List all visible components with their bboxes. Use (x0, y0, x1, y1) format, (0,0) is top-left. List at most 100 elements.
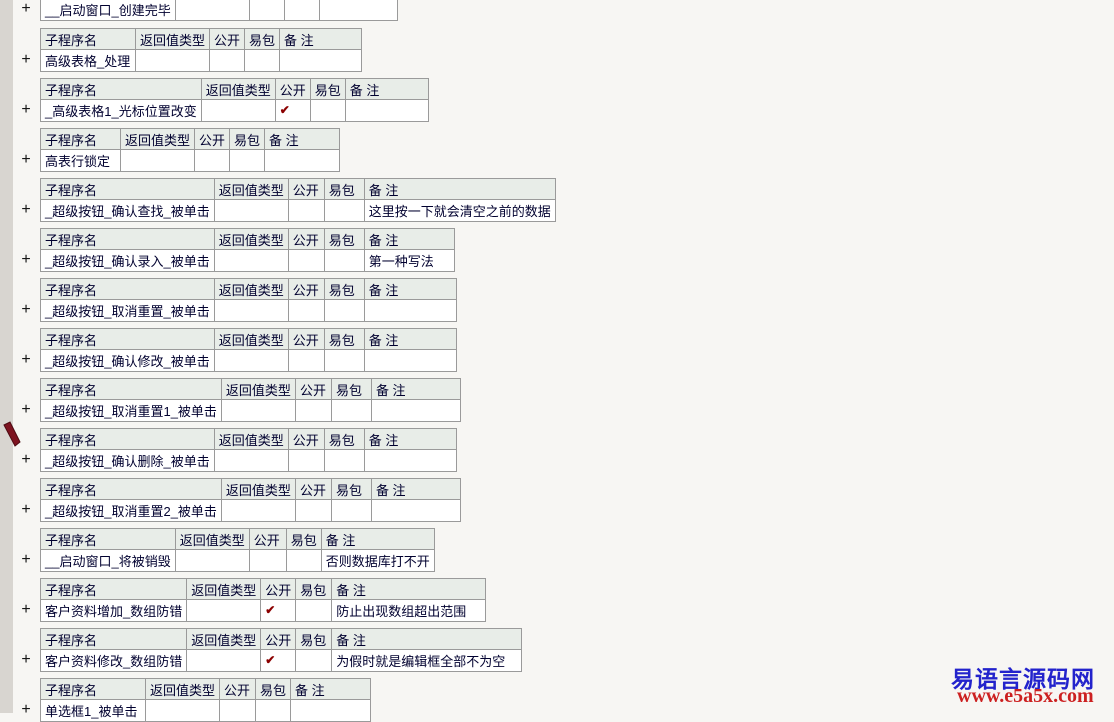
public-flag-cell[interactable] (248, 549, 287, 572)
expand-button[interactable]: + (21, 701, 31, 718)
easy-pkg-cell[interactable] (330, 399, 372, 422)
easy-pkg-cell[interactable] (323, 249, 365, 272)
expand-button[interactable]: + (21, 301, 31, 318)
expand-button[interactable]: + (21, 101, 31, 118)
subroutine-row[interactable]: 单选框1_被单击 (40, 699, 372, 722)
subroutine-row[interactable]: __启动窗口_创建完毕 (40, 0, 398, 21)
easy-pkg-cell[interactable] (323, 449, 365, 472)
expand-button[interactable]: + (21, 551, 31, 568)
remark-cell[interactable] (363, 349, 457, 372)
remark-cell[interactable]: 第一种写法 (363, 249, 455, 272)
expand-button[interactable]: + (21, 651, 31, 668)
public-flag-cell[interactable] (209, 49, 246, 72)
return-type-cell[interactable] (134, 49, 211, 72)
remark-cell[interactable] (363, 449, 457, 472)
subroutine-name-cell[interactable]: 高级表格_处理 (40, 49, 136, 72)
public-flag-cell[interactable] (287, 349, 325, 372)
return-type-cell[interactable] (186, 649, 262, 672)
easy-pkg-cell[interactable] (285, 549, 322, 572)
remark-cell[interactable] (370, 399, 461, 422)
expand-button[interactable]: + (21, 351, 31, 368)
return-type-cell[interactable] (200, 99, 276, 122)
easy-pkg-cell[interactable] (229, 149, 266, 172)
return-type-cell[interactable] (220, 499, 296, 522)
return-type-cell[interactable] (144, 699, 221, 722)
easy-pkg-cell[interactable] (323, 299, 365, 322)
subroutine-name-cell[interactable]: _超级按钮_取消重置2_被单击 (40, 499, 222, 522)
subroutine-row[interactable]: 高级表格_处理 (40, 49, 363, 72)
easy-pkg-cell[interactable] (295, 599, 333, 622)
subroutine-name-cell[interactable]: __启动窗口_创建完毕 (40, 0, 176, 21)
subroutine-row[interactable]: _高级表格1_光标位置改变 ✔ (40, 99, 429, 122)
subroutine-row[interactable]: 客户资料修改_数组防错 ✔ 为假时就是编辑框全部不为空 (39, 649, 523, 672)
subroutine-row[interactable]: _超级按钮_确认录入_被单击 第一种写法 (40, 249, 455, 272)
subroutine-row[interactable]: _超级按钮_取消重置1_被单击 (40, 399, 461, 422)
public-flag-cell[interactable]: ✔ (260, 599, 297, 622)
subroutine-row[interactable]: _超级按钮_确认删除_被单击 (40, 449, 457, 472)
public-flag-cell[interactable] (248, 0, 285, 21)
remark-cell[interactable] (370, 499, 461, 522)
easy-pkg-cell[interactable] (323, 199, 365, 222)
remark-cell[interactable] (318, 0, 398, 21)
subroutine-name-cell[interactable]: _超级按钮_确认修改_被单击 (40, 349, 215, 372)
subroutine-name-cell[interactable]: 客户资料修改_数组防错 (39, 649, 188, 672)
subroutine-row[interactable]: __启动窗口_将被销毁 否则数据库打不开 (40, 549, 435, 572)
expand-button[interactable]: + (21, 51, 31, 68)
return-type-cell[interactable] (213, 449, 289, 472)
public-flag-cell[interactable] (287, 449, 325, 472)
public-flag-cell[interactable] (287, 199, 325, 222)
subroutine-name-cell[interactable]: _超级按钮_取消重置1_被单击 (40, 399, 222, 422)
easy-pkg-cell[interactable] (244, 49, 281, 72)
return-type-cell[interactable] (220, 399, 296, 422)
expand-button[interactable]: + (21, 451, 31, 468)
expand-button[interactable]: + (21, 601, 31, 618)
public-flag-cell[interactable] (287, 299, 325, 322)
remark-cell[interactable] (363, 299, 457, 322)
expand-button[interactable]: + (21, 201, 31, 218)
subroutine-name-cell[interactable]: 高表行锁定 (40, 149, 121, 172)
subroutine-name-cell[interactable]: 客户资料增加_数组防错 (39, 599, 188, 622)
expand-button[interactable]: + (21, 401, 31, 418)
remark-cell[interactable] (264, 149, 341, 172)
public-flag-cell[interactable]: ✔ (274, 99, 311, 122)
subroutine-row[interactable]: _超级按钮_确认修改_被单击 (40, 349, 457, 372)
remark-cell[interactable]: 否则数据库打不开 (320, 549, 435, 572)
public-flag-cell[interactable] (219, 699, 257, 722)
remark-cell[interactable] (344, 99, 429, 122)
subroutine-row[interactable]: _超级按钮_确认查找_被单击 这里按一下就会清空之前的数据 (40, 199, 556, 222)
easy-pkg-cell[interactable] (309, 99, 346, 122)
return-type-cell[interactable] (213, 349, 289, 372)
subroutine-name-cell[interactable]: _超级按钮_取消重置_被单击 (40, 299, 215, 322)
public-flag-cell[interactable] (294, 499, 332, 522)
remark-cell[interactable] (279, 49, 363, 72)
easy-pkg-cell[interactable] (323, 349, 365, 372)
return-type-cell[interactable] (213, 299, 289, 322)
expand-button[interactable]: + (21, 0, 31, 17)
expand-button[interactable]: + (21, 251, 31, 268)
subroutine-name-cell[interactable]: _超级按钮_确认录入_被单击 (40, 249, 215, 272)
return-type-cell[interactable] (119, 149, 196, 172)
easy-pkg-cell[interactable] (295, 649, 333, 672)
easy-pkg-cell[interactable] (283, 0, 320, 21)
remark-cell[interactable] (290, 699, 372, 722)
expand-button[interactable]: + (21, 501, 31, 518)
public-flag-cell[interactable] (194, 149, 231, 172)
return-type-cell[interactable] (174, 0, 250, 21)
easy-pkg-cell[interactable] (330, 499, 372, 522)
return-type-cell[interactable] (186, 599, 262, 622)
public-flag-cell[interactable] (287, 249, 325, 272)
subroutine-name-cell[interactable]: 单选框1_被单击 (40, 699, 146, 722)
subroutine-row[interactable]: 高表行锁定 (40, 149, 341, 172)
subroutine-name-cell[interactable]: _高级表格1_光标位置改变 (40, 99, 202, 122)
return-type-cell[interactable] (213, 199, 289, 222)
public-flag-cell[interactable] (294, 399, 332, 422)
subroutine-row[interactable]: 客户资料增加_数组防错 ✔ 防止出现数组超出范围 (39, 599, 487, 622)
remark-cell[interactable]: 这里按一下就会清空之前的数据 (363, 199, 556, 222)
subroutine-name-cell[interactable]: _超级按钮_确认查找_被单击 (40, 199, 215, 222)
public-flag-cell[interactable]: ✔ (260, 649, 297, 672)
expand-button[interactable]: + (21, 151, 31, 168)
remark-cell[interactable]: 防止出现数组超出范围 (331, 599, 487, 622)
easy-pkg-cell[interactable] (255, 699, 292, 722)
subroutine-row[interactable]: _超级按钮_取消重置2_被单击 (40, 499, 461, 522)
subroutine-name-cell[interactable]: _超级按钮_确认删除_被单击 (40, 449, 215, 472)
